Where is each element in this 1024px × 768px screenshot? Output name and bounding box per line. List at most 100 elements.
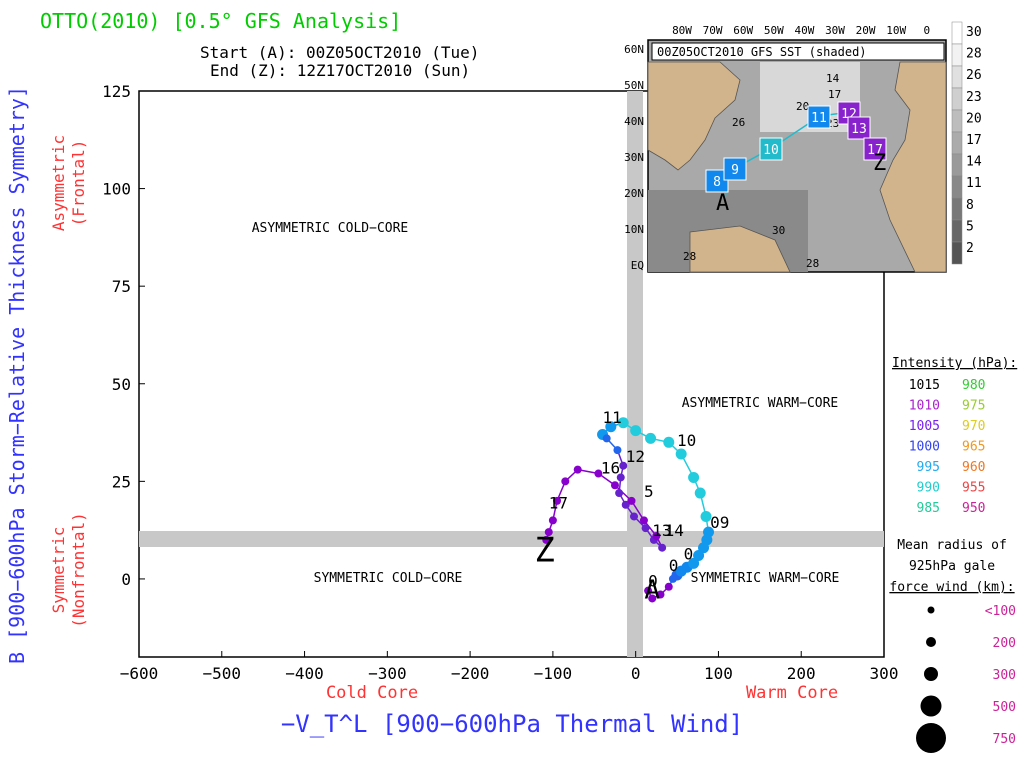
inset-track-box [847,116,871,140]
track-label: 0 [648,572,658,591]
inset-track-box [759,137,783,161]
track-point [645,432,657,444]
track-point [652,531,661,540]
radius-label: 500 [993,700,1016,715]
x-tick-label: 300 [870,664,899,683]
radius-label: 300 [993,668,1016,683]
intensity-left: 1015 [909,378,940,393]
x-annotation-cold: Cold Core [326,683,418,703]
radius-symbol [926,637,936,647]
radius-rows: <100 200 300 500 750 [916,604,1016,753]
y-axis-label: B [900−600hPa Storm−Relative Thickness S… [5,86,29,664]
inset-end-marker: Z [873,151,886,176]
radius-title-line: force wind (km): [889,580,1014,595]
track-label: 09 [710,513,729,532]
intensity-right: 950 [962,501,985,516]
track-point [639,516,648,525]
colorbar-label: 5 [966,219,974,234]
radius-title-line: Mean radius of [897,538,1007,553]
intensity-left: 990 [917,481,940,496]
track-point [605,421,617,433]
y-tick-label: 125 [102,82,131,101]
inset-contour-label: 17 [828,88,841,101]
track-point [615,489,624,498]
radius-symbol [920,695,942,717]
threshold-band-vertical [627,91,643,657]
radius-label: 200 [993,636,1016,651]
y-ticks: 0 25 50 75 100 125 [102,82,145,589]
radius-symbol [927,606,935,614]
track-point [621,500,630,509]
radius-symbol [916,723,946,753]
intensity-left: 995 [917,460,940,475]
track-start-marker: A [644,576,660,606]
track-point [648,594,657,603]
track-point [573,465,582,474]
track-point [664,582,673,591]
track-label: 13 [652,521,671,540]
chart-title: OTTO(2010) [0.5° GFS Analysis] [40,9,401,33]
radius-label: 750 [993,732,1016,747]
inset-lat-label: 40N [624,115,644,128]
colorbar-segment [951,87,963,111]
track-point [619,461,628,470]
quadrant-asymmetric-cold: ASYMMETRIC COLD−CORE [252,221,409,236]
quadrant-symmetric-warm: SYMMETRIC WARM−CORE [691,571,840,586]
track-point [616,473,625,482]
inset-track-box-label: 9 [731,163,739,178]
track-point [663,436,675,448]
colorbar-label: 30 [966,25,982,40]
inset-land-europe-africa [879,61,947,273]
intensity-right: 975 [962,399,985,414]
inset-lat-label: 30N [624,151,644,164]
colorbar-label: 2 [966,241,974,256]
colorbar-segment [951,197,963,221]
intensity-right: 970 [962,419,985,434]
colorbar-segment [951,65,963,89]
track-point [544,528,553,537]
track-point [594,469,603,478]
inset-track-box [723,157,747,181]
inset-lon-label: 70W [703,24,723,37]
inset-lat-label: 60N [624,43,644,56]
inset-lat-label: 20N [624,187,644,200]
colorbar-segment [951,131,963,155]
track-point [688,471,700,483]
x-tick-label: 0 [631,664,641,683]
radius-title: Mean radius of 925hPa gale force wind (km)… [889,538,1014,595]
inset-track-box-label: 11 [811,111,827,126]
x-tick-label: −600 [120,664,159,683]
inset-track-box [807,105,831,129]
track-label: 11 [603,408,622,427]
x-tick-label: −100 [534,664,573,683]
y-tick-label: 100 [102,180,131,199]
track-point [644,586,653,595]
x-tick-label: 100 [704,664,733,683]
track-label: 14 [665,521,684,540]
y-tick-label: 25 [112,472,131,491]
inset-contour-label: 14 [826,72,840,85]
track-label: 17 [549,494,568,513]
intensity-right: 960 [962,460,985,475]
track-point [630,425,642,437]
track-label: 16 [601,459,620,478]
track-point [693,550,705,562]
intensity-left: 1000 [909,440,940,455]
track-point [688,557,700,569]
inset-track-box-label: 10 [763,143,779,158]
track-label: 5 [644,482,654,501]
inset-lon-label: 60W [733,24,753,37]
inset-start-marker: A [716,191,729,216]
threshold-band-horizontal [139,531,884,547]
x-tick-label: −300 [368,664,407,683]
colorbar-segment [951,43,963,67]
inset-track-box [863,137,887,161]
intensity-right: 965 [962,440,985,455]
track-point [553,496,562,505]
inset-land-south-america [689,225,791,273]
track-point [610,481,619,490]
